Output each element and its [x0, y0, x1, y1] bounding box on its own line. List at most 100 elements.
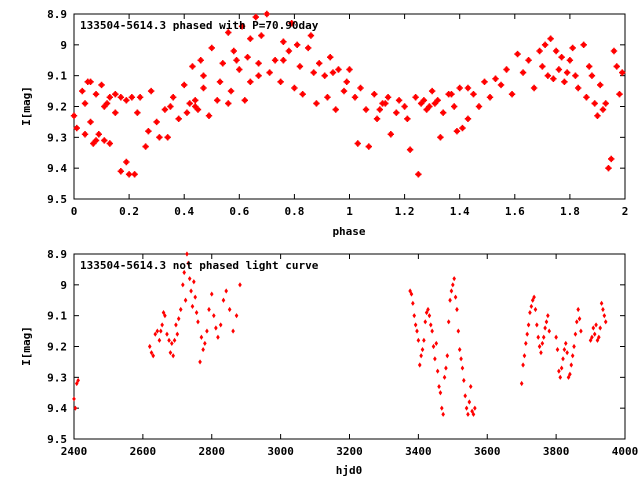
- data-point: [329, 69, 337, 76]
- data-point: [451, 282, 455, 288]
- x-tick-label: 1.6: [505, 205, 525, 218]
- data-point: [182, 269, 186, 276]
- y-tick-label: 9.1: [47, 310, 67, 323]
- data-point: [247, 35, 254, 42]
- data-point: [524, 340, 528, 347]
- data-point: [362, 106, 370, 113]
- data-point: [467, 399, 472, 405]
- data-point: [203, 340, 207, 347]
- data-point: [592, 331, 597, 337]
- x-tick-label: 3600: [474, 445, 501, 458]
- data-point: [103, 100, 111, 107]
- data-point: [428, 322, 433, 328]
- y-tick-labels: 8.9 9 9.1 9.2 9.3 9.4 9.5: [47, 248, 67, 446]
- data-point: [387, 131, 395, 138]
- x-tick-label: 3200: [336, 445, 363, 458]
- data-point: [236, 66, 243, 73]
- data-point: [591, 100, 598, 107]
- x-tick-label: 3400: [405, 445, 432, 458]
- data-point: [205, 112, 213, 119]
- data-point: [583, 94, 590, 101]
- data-point: [552, 47, 560, 55]
- data-point: [417, 362, 422, 368]
- data-point: [540, 340, 545, 347]
- data-point: [563, 340, 568, 347]
- data-point: [569, 362, 574, 368]
- data-point: [185, 251, 189, 257]
- data-point: [354, 140, 361, 147]
- data-point: [164, 134, 171, 141]
- data-point: [532, 294, 536, 300]
- data-point: [419, 353, 423, 359]
- x-tick-label: 0: [71, 205, 78, 218]
- data-point: [573, 331, 578, 337]
- data-point: [153, 118, 160, 126]
- y-tick-label: 9.1: [47, 70, 67, 83]
- data-point: [533, 306, 538, 313]
- data-point: [555, 346, 560, 353]
- data-point: [296, 63, 304, 70]
- phased-light-curve-chart: 0 0.2 0.4 0.6 0.8 1 1.2 1.4 1.6 1.8 2 8.9 9 9.1 9.2 9.…: [20, 8, 628, 238]
- overlay-markers: [81, 35, 472, 144]
- data-point: [544, 72, 552, 79]
- data-point: [541, 334, 546, 340]
- data-point: [147, 87, 155, 95]
- data-point: [291, 84, 298, 92]
- data-point: [455, 306, 459, 313]
- data-point: [464, 115, 472, 123]
- data-point: [442, 374, 447, 380]
- data-point: [186, 100, 193, 107]
- data-point: [408, 288, 412, 294]
- data-point: [192, 279, 196, 285]
- plot-frame: [73, 13, 626, 200]
- tick-marks: [73, 253, 626, 440]
- data-point: [599, 106, 607, 113]
- x-tick-label: 0.6: [229, 205, 249, 218]
- data-point: [526, 322, 531, 328]
- data-point: [92, 90, 100, 98]
- data-point: [112, 90, 119, 98]
- data-point: [602, 313, 607, 319]
- data-point: [528, 309, 532, 316]
- data-point: [183, 297, 188, 303]
- data-point: [324, 94, 331, 101]
- data-point: [521, 362, 525, 368]
- data-point: [577, 316, 582, 322]
- data-point: [332, 106, 339, 113]
- data-point: [543, 325, 547, 331]
- data-point: [212, 313, 216, 319]
- data-point: [221, 297, 226, 303]
- data-point: [566, 57, 574, 64]
- data-point: [167, 337, 171, 343]
- data-point: [304, 44, 312, 52]
- data-point: [468, 383, 473, 390]
- data-point: [598, 325, 603, 331]
- data-point: [590, 334, 594, 340]
- data-point: [247, 78, 254, 86]
- data-point: [585, 63, 593, 70]
- data-point: [230, 47, 237, 55]
- data-point: [101, 137, 108, 144]
- data-point: [602, 100, 609, 107]
- data-point: [280, 38, 287, 45]
- x-tick-label: 1.8: [560, 205, 580, 218]
- x-tick-label: 0.8: [284, 205, 304, 218]
- data-point: [384, 94, 392, 101]
- data-point: [95, 131, 102, 138]
- data-point: [244, 53, 251, 61]
- data-point: [335, 66, 342, 73]
- data-point: [207, 306, 211, 313]
- data-point: [343, 78, 350, 86]
- data-point: [73, 124, 80, 132]
- data-point: [448, 90, 455, 98]
- data-point: [492, 75, 499, 82]
- y-tick-label: 8.9: [47, 248, 67, 261]
- data-point: [413, 322, 418, 328]
- y-tick-label: 9.4: [47, 162, 67, 175]
- x-tick-labels: 2400 2600 2800 3000 3200 3400 3600 3800 4000: [61, 445, 639, 458]
- data-point: [365, 143, 372, 150]
- data-point: [519, 69, 527, 76]
- data-point: [382, 100, 389, 107]
- data-point: [175, 115, 182, 123]
- data-point: [112, 109, 119, 116]
